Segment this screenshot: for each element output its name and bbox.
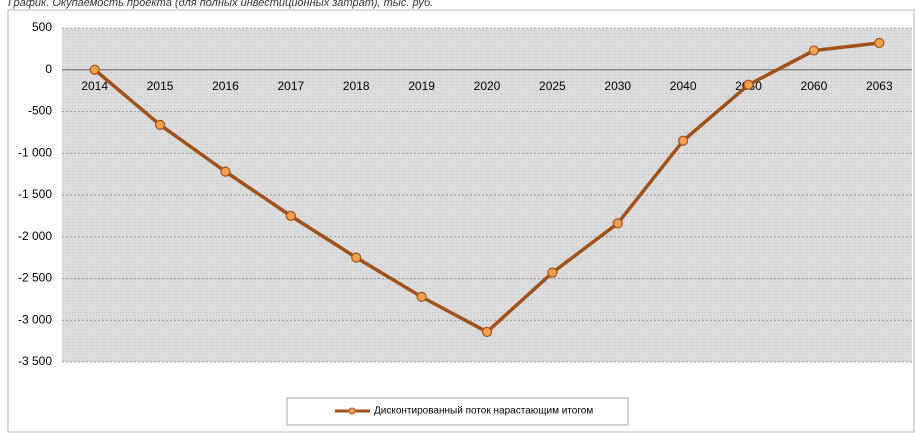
point-marker [808,45,820,56]
x-tick-label: 2015 [147,79,174,93]
y-tick-label: -3 500 [18,354,52,368]
y-tick-label: -3 000 [18,312,52,326]
point-marker [874,37,885,49]
point-marker [612,218,623,229]
y-tick-label: 500 [32,20,52,34]
x-tick-label: 2030 [604,79,631,93]
point-marker [351,252,362,263]
y-tick-label: -1 500 [18,187,52,201]
point-marker [547,267,558,278]
x-tick-label: 2060 [801,79,828,93]
x-tick-label: 2017 [277,79,304,93]
point-marker [220,166,231,177]
point-marker [89,64,100,75]
point-marker [743,79,754,90]
x-tick-label: 2040 [670,79,697,93]
point-marker [678,135,689,146]
point-marker [285,210,296,221]
legend-marker [348,407,356,415]
x-tick-label: 2018 [343,79,370,93]
legend-label: Дисконтированный поток нарастающим итого… [374,406,593,417]
point-marker [416,291,427,302]
y-tick-label: 0 [45,62,52,76]
point-marker [154,119,166,130]
y-tick-label: -500 [28,104,52,118]
y-tick-label: -2 000 [18,229,52,243]
x-tick-label: 2016 [212,79,239,93]
point-marker [481,326,493,338]
x-tick-label: 2019 [408,79,435,93]
x-tick-label: 2063 [866,79,893,93]
y-tick-label: -2 500 [18,271,52,285]
chart-title: График. Окупаемость проекта (для полных … [8,0,433,9]
y-tick-label: -1 000 [18,145,52,159]
x-tick-label: 2020 [474,79,501,93]
x-tick-label: 2014 [81,79,108,93]
x-tick-label: 2025 [539,79,566,93]
